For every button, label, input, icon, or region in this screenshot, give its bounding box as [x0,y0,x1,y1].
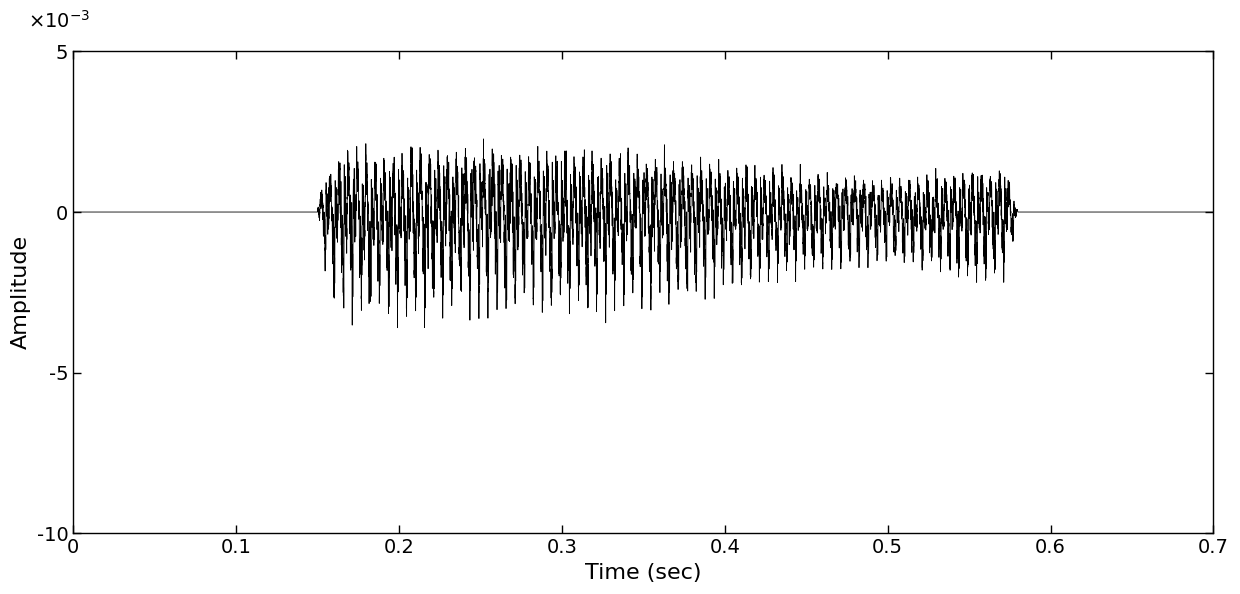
X-axis label: Time (sec): Time (sec) [585,563,702,583]
Y-axis label: Amplitude: Amplitude [11,235,31,349]
Text: $\times\mathregular{10^{-3}}$: $\times\mathregular{10^{-3}}$ [27,10,91,32]
